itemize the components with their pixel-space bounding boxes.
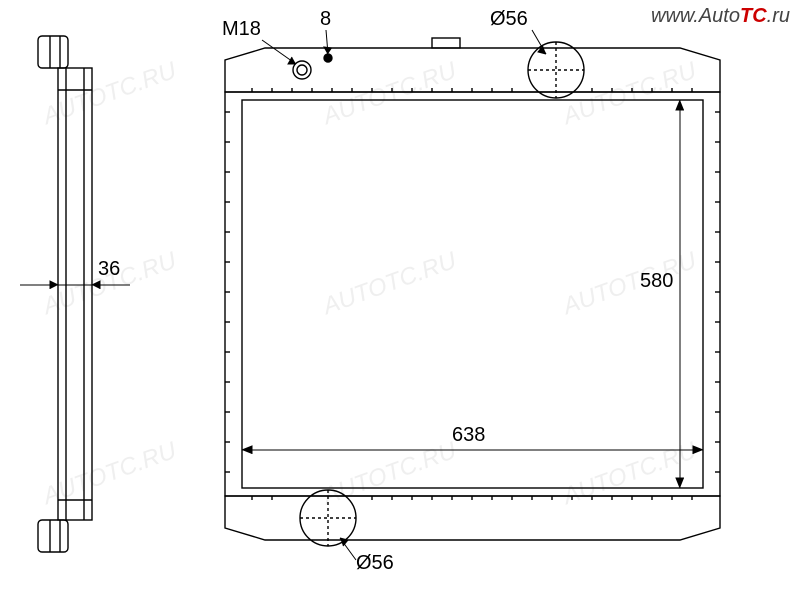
dim-top-port: Ø56 xyxy=(490,8,528,31)
front-view xyxy=(0,0,800,600)
dim-bottom-port: Ø56 xyxy=(356,552,394,575)
dim-thread: M18 xyxy=(222,18,261,41)
dim-hole: 8 xyxy=(320,8,331,31)
dim-width: 638 xyxy=(452,424,485,447)
dim-height: 580 xyxy=(640,270,673,293)
